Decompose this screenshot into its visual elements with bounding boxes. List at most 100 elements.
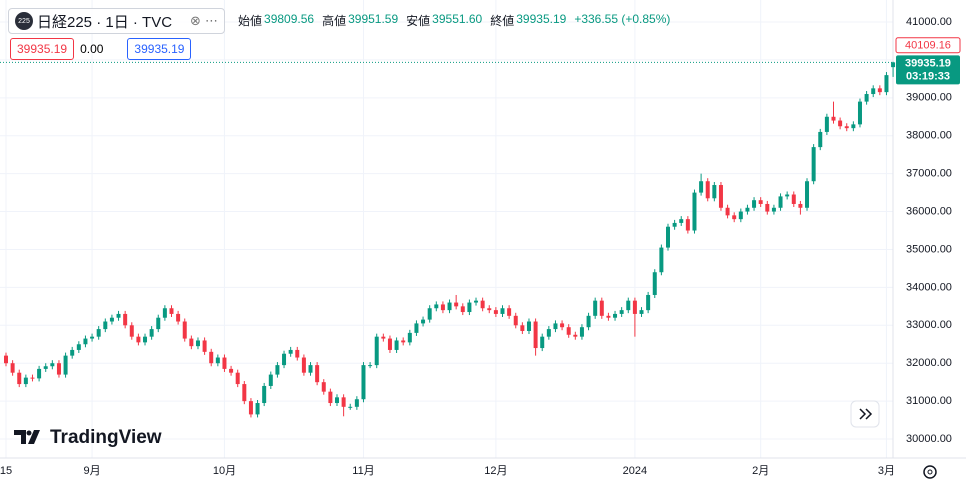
x-tick-label: 3月: [878, 465, 895, 477]
x-tick-label: 9月: [83, 465, 100, 477]
candle-body: [315, 365, 320, 383]
countdown: 03:19:33: [906, 70, 950, 82]
candle-body: [891, 62, 896, 68]
candle-body: [632, 300, 637, 314]
y-tick-label: 41000.00: [906, 16, 952, 28]
price-label: 40109.16: [905, 40, 951, 52]
candle-body: [394, 340, 399, 350]
candle-body: [652, 272, 657, 295]
candle-body: [725, 207, 730, 216]
x-tick-label: 12月: [484, 465, 507, 477]
candle-body: [149, 329, 154, 337]
candle-body: [90, 336, 95, 339]
candle-body: [169, 308, 174, 314]
y-tick-label: 33000.00: [906, 319, 952, 331]
candle-body: [229, 368, 234, 373]
watermark: TradingView: [50, 427, 162, 448]
candle-body: [176, 313, 181, 322]
candle-body: [275, 365, 280, 375]
candle-body: [447, 302, 452, 311]
candle-body: [348, 406, 353, 408]
candle-body: [460, 306, 465, 313]
input-box[interactable]: 39935.19: [10, 38, 75, 60]
ohlc-legend: 始値 39809.56 高値 39951.59 安値 39551.60 終値 39935…: [238, 12, 676, 29]
candle-body: [414, 323, 419, 333]
candle-body: [533, 321, 538, 349]
eye-icon[interactable]: ⊗: [190, 13, 201, 28]
candle-body: [262, 385, 267, 404]
ohlc-label: 終値: [490, 14, 515, 28]
candle-body: [877, 88, 882, 93]
x-tick-label: 2月: [752, 465, 769, 477]
candle-body: [189, 338, 194, 347]
candle-body: [381, 336, 386, 339]
candle-body: [526, 321, 531, 331]
candle-body: [268, 374, 273, 386]
candle-body: [566, 327, 571, 335]
candle-body: [785, 194, 790, 197]
candle-body: [718, 185, 723, 208]
candle-body: [387, 338, 392, 350]
price-label: 39935.19: [905, 57, 951, 69]
candle-body: [70, 349, 75, 356]
candle-body: [440, 304, 445, 311]
candle-body: [685, 219, 690, 231]
candle-body: [619, 310, 624, 314]
candle-body: [83, 338, 88, 345]
candle-body: [798, 203, 803, 208]
candle-body: [884, 75, 889, 93]
candle-body: [427, 308, 432, 320]
candle-body: [487, 308, 492, 311]
candle-body: [202, 340, 207, 352]
candle-body: [606, 315, 611, 318]
candle-body: [103, 321, 108, 330]
candle-body: [335, 397, 339, 404]
y-tick-label: 38000.00: [906, 130, 952, 142]
candle-body: [43, 366, 48, 369]
candle-body: [143, 336, 148, 343]
more-icon[interactable]: ⋯: [204, 13, 218, 28]
candle-body: [513, 315, 518, 326]
candle-body: [374, 336, 379, 366]
y-tick-label: 35000.00: [906, 243, 952, 255]
candle-body: [507, 308, 512, 316]
y-tick-label: 31000.00: [906, 395, 952, 407]
ohlc-value: 39951.59: [348, 12, 399, 26]
candle-body: [209, 351, 214, 364]
candle-body: [752, 200, 757, 208]
candle-body: [520, 325, 525, 331]
candle-body: [116, 313, 121, 318]
candle-body: [242, 384, 247, 402]
candle-body: [871, 88, 876, 95]
candle-body: [123, 313, 128, 326]
candle-body: [831, 116, 836, 121]
candle-body: [732, 215, 737, 220]
candle-body: [301, 357, 306, 373]
y-tick-label: 39000.00: [906, 92, 952, 104]
candle-body: [824, 116, 829, 132]
candle-body: [480, 300, 485, 309]
candle-body: [805, 181, 810, 208]
candle-body: [692, 192, 697, 231]
candles: [4, 61, 896, 418]
candle-body: [857, 101, 862, 125]
candle-body: [573, 334, 578, 337]
candle-body: [613, 313, 618, 318]
candle-body: [659, 247, 664, 273]
candle-body: [109, 317, 114, 322]
candle-body: [778, 196, 783, 208]
candle-body: [295, 349, 300, 358]
candle-body: [626, 300, 631, 311]
candle-body: [341, 397, 346, 407]
ohlc-label: 始値: [238, 14, 263, 28]
input-box[interactable]: 39935.19: [127, 38, 192, 60]
scroll-button[interactable]: [850, 400, 880, 428]
grid: [0, 0, 893, 458]
symbol-header[interactable]: 225 日経225 · 1日 · TVC ⊗ ⋯: [8, 8, 225, 34]
x-tick-label: 2024: [623, 465, 647, 477]
candle-body: [838, 120, 843, 127]
candle-body: [705, 181, 710, 199]
settings-button[interactable]: [923, 465, 937, 479]
candle-body: [540, 336, 545, 349]
candle-body: [811, 147, 816, 182]
